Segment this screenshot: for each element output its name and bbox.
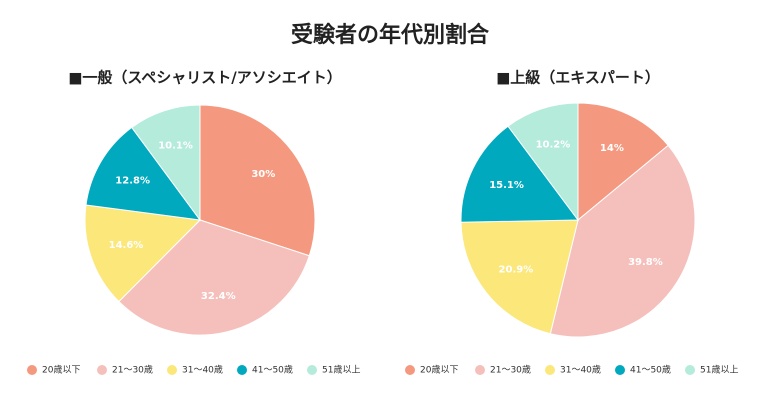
pie-slice <box>549 144 696 338</box>
data-label: 32.4% <box>201 291 236 302</box>
data-label: 14% <box>600 143 624 154</box>
pie-slice <box>577 102 669 222</box>
pie-slice <box>507 102 579 222</box>
data-label: 20.9% <box>499 265 534 276</box>
legend-marker <box>475 365 485 375</box>
data-label: 10.2% <box>536 139 571 150</box>
legend-marker <box>545 365 555 375</box>
pie-slice <box>118 219 310 336</box>
legend-label: 51歳以上 <box>700 364 738 376</box>
pie-slice <box>84 204 202 303</box>
legend-label: 41～50歳 <box>252 364 293 376</box>
legend-label: 31～40歳 <box>560 364 601 376</box>
legend-label: 20歳以下 <box>420 364 458 376</box>
legend-marker <box>307 365 317 375</box>
legend-marker <box>405 365 415 375</box>
data-label: 14.6% <box>109 240 144 251</box>
data-label: 12.8% <box>115 175 150 186</box>
pie-slice <box>85 126 202 221</box>
pie-slice <box>460 125 579 223</box>
legend-label: 21～30歳 <box>112 364 153 376</box>
legend-label: 51歳以上 <box>322 364 360 376</box>
pie-slice <box>460 219 579 335</box>
pie-slice <box>131 104 201 222</box>
legend-marker <box>97 365 107 375</box>
legend-marker <box>685 365 695 375</box>
chart-subtitle: ■一般（スペシャリスト/アソシエイト） <box>68 69 342 87</box>
legend-label: 31～40歳 <box>182 364 223 376</box>
chart-subtitle: ■上級（エキスパート） <box>496 69 660 87</box>
data-label: 10.1% <box>158 141 193 152</box>
legend-marker <box>615 365 625 375</box>
legend-marker <box>27 365 37 375</box>
data-label: 15.1% <box>489 180 524 191</box>
pie-slice <box>199 104 316 257</box>
legend-marker <box>167 365 177 375</box>
page-title: 受験者の年代別割合 <box>291 22 490 48</box>
data-label: 30% <box>251 169 275 180</box>
legend-label: 20歳以下 <box>42 364 80 376</box>
legend-marker <box>237 365 247 375</box>
data-label: 39.8% <box>628 257 663 268</box>
legend-label: 21～30歳 <box>490 364 531 376</box>
legend-label: 41～50歳 <box>630 364 671 376</box>
